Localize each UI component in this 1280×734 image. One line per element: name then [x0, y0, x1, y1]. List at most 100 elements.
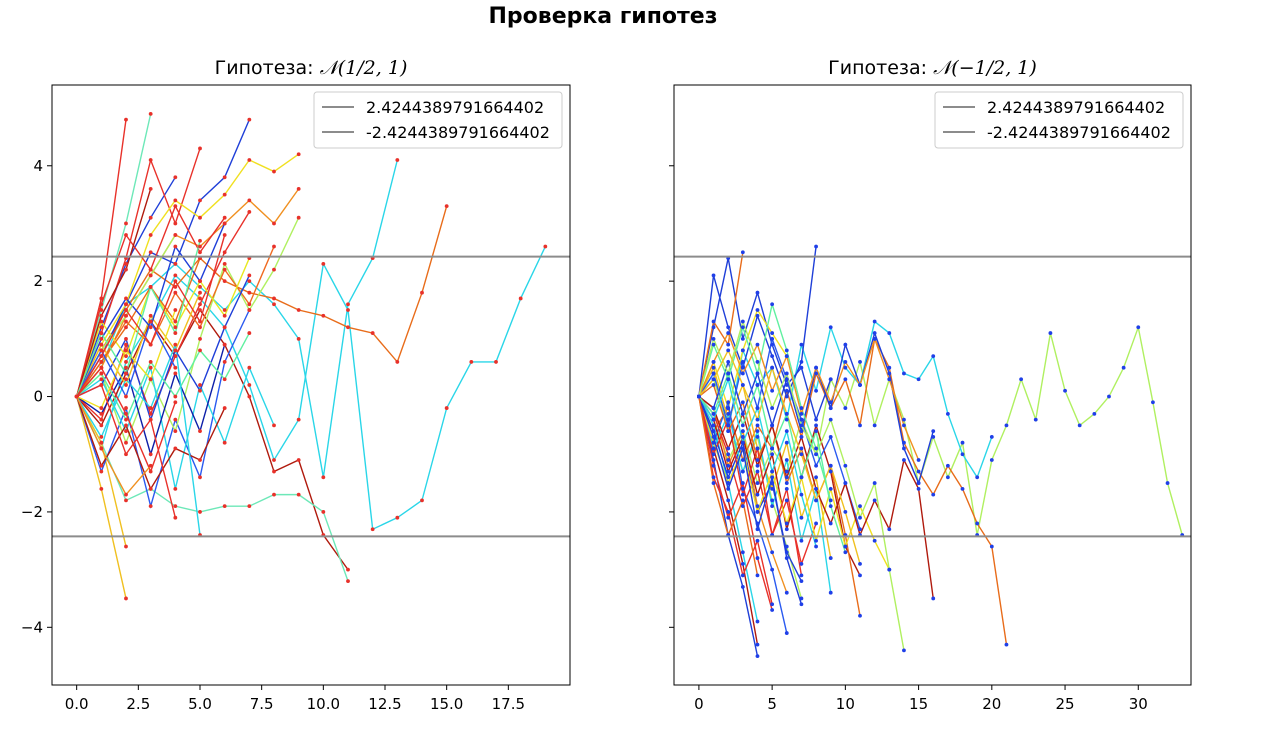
series-4-point-9 [296, 492, 301, 497]
series-19-point-1 [711, 383, 716, 387]
series-12-point-6 [222, 192, 227, 197]
series-1-point-18 [518, 296, 523, 301]
series-33-point-1 [711, 411, 716, 416]
series-30-point-6 [784, 556, 789, 560]
series-line-0 [698, 324, 1183, 536]
series-25-point-16 [931, 596, 936, 601]
series-18-point-2 [124, 319, 128, 324]
series-4-point-5 [198, 510, 202, 514]
series-0-point-17 [945, 475, 950, 480]
series-4-point-4 [173, 504, 178, 509]
series-27-point-13 [887, 567, 892, 572]
series-13-point-6 [784, 544, 789, 549]
series-23-point-3 [740, 492, 745, 497]
series-20-point-9 [828, 406, 833, 410]
series-22-point-4 [755, 371, 760, 376]
legend-label: -2.4244389791664402 [366, 123, 550, 142]
series-0-point-10 [321, 475, 326, 480]
series-1-point-10 [843, 365, 848, 370]
series-23-point-2 [726, 417, 731, 422]
axes-title-math: 𝒩(−1/2, 1) [933, 57, 1037, 79]
series-15-point-5 [198, 336, 202, 341]
series-9-point-2 [124, 117, 128, 122]
series-13-point-5 [198, 244, 202, 249]
series-1-point-10 [321, 261, 326, 266]
series-8-point-4 [755, 654, 760, 659]
series-12-point-5 [198, 215, 202, 220]
series-line-0 [76, 159, 399, 478]
series-15-point-9 [296, 215, 301, 220]
figure-suptitle: Проверка гипотез [488, 4, 718, 29]
series-22-point-3 [740, 325, 745, 330]
series-13-point-7 [799, 596, 804, 601]
series-line-2 [698, 336, 1008, 645]
series-4-point-11 [346, 579, 350, 584]
series-23-point-1 [99, 371, 104, 376]
series-26-point-14 [902, 423, 906, 428]
x-tick-label: 0 [694, 695, 704, 713]
series-1-point-7 [799, 342, 804, 347]
series-2-point-7 [247, 290, 252, 295]
series-3-point-5 [198, 308, 202, 312]
series-33-point-3 [740, 423, 745, 428]
series-6-point-4 [755, 308, 760, 312]
series-33-point-8 [814, 429, 818, 434]
series-31-point-11 [858, 561, 862, 566]
series-4-point-7 [247, 504, 252, 509]
x-tick-label: 30 [1129, 695, 1148, 713]
series-33-point-5 [770, 446, 775, 451]
series-15-point-6 [222, 261, 227, 266]
y-tick-label: 2 [33, 272, 43, 290]
series-16-point-9 [828, 556, 833, 560]
series-22-point-8 [814, 446, 818, 451]
series-8-point-4 [173, 261, 178, 266]
series-2-point-11 [858, 423, 862, 428]
series-1-point-9 [828, 325, 833, 330]
series-2-point-13 [395, 360, 400, 364]
series-0-point-24 [1048, 331, 1053, 335]
series-0-point-14 [902, 417, 906, 422]
series-4-point-8 [272, 492, 276, 497]
series-25-point-2 [726, 446, 731, 451]
series-37-point-3 [148, 342, 153, 347]
series-3-point-1 [711, 273, 716, 278]
series-11-point-5 [770, 550, 775, 555]
series-17-point-5 [770, 504, 775, 509]
series-19-point-4 [755, 458, 760, 462]
series-9-point-1 [711, 423, 716, 428]
series-8-point-1 [711, 458, 716, 462]
series-2-point-15 [444, 204, 449, 209]
series-36-point-3 [148, 285, 153, 289]
series-24-point-5 [198, 250, 202, 255]
series-28-point-1 [99, 336, 104, 341]
series-12-point-3 [148, 233, 153, 237]
series-23-point-2 [124, 417, 128, 422]
series-2-point-13 [887, 365, 892, 370]
series-29-point-2 [124, 313, 128, 318]
series-17-point-2 [726, 411, 731, 416]
series-7-point-3 [740, 561, 745, 566]
series-11-point-5 [198, 146, 202, 151]
series-18-point-11 [858, 573, 862, 578]
series-2-point-9 [296, 308, 301, 312]
series-27-point-4 [755, 360, 760, 364]
series-18-point-9 [828, 469, 833, 474]
series-25-point-1 [99, 342, 104, 347]
series-25-point-1 [711, 406, 716, 410]
series-26-point-12 [872, 336, 877, 341]
series-27-point-11 [858, 515, 862, 520]
series-11-point-4 [173, 221, 178, 226]
series-0-point-16 [931, 435, 936, 439]
series-0-point-12 [872, 423, 877, 428]
series-line-30 [698, 396, 803, 605]
series-3-point-2 [726, 325, 731, 330]
series-0-point-22 [1019, 377, 1024, 382]
y-tick-label: −2 [21, 503, 43, 521]
series-26-point-5 [770, 388, 775, 393]
series-0-point-2 [726, 458, 731, 462]
series-2-point-14 [902, 440, 906, 445]
series-21-point-4 [755, 510, 760, 514]
series-1-point-7 [247, 383, 252, 387]
series-8-point-3 [740, 585, 745, 589]
series-32-point-1 [99, 313, 104, 318]
